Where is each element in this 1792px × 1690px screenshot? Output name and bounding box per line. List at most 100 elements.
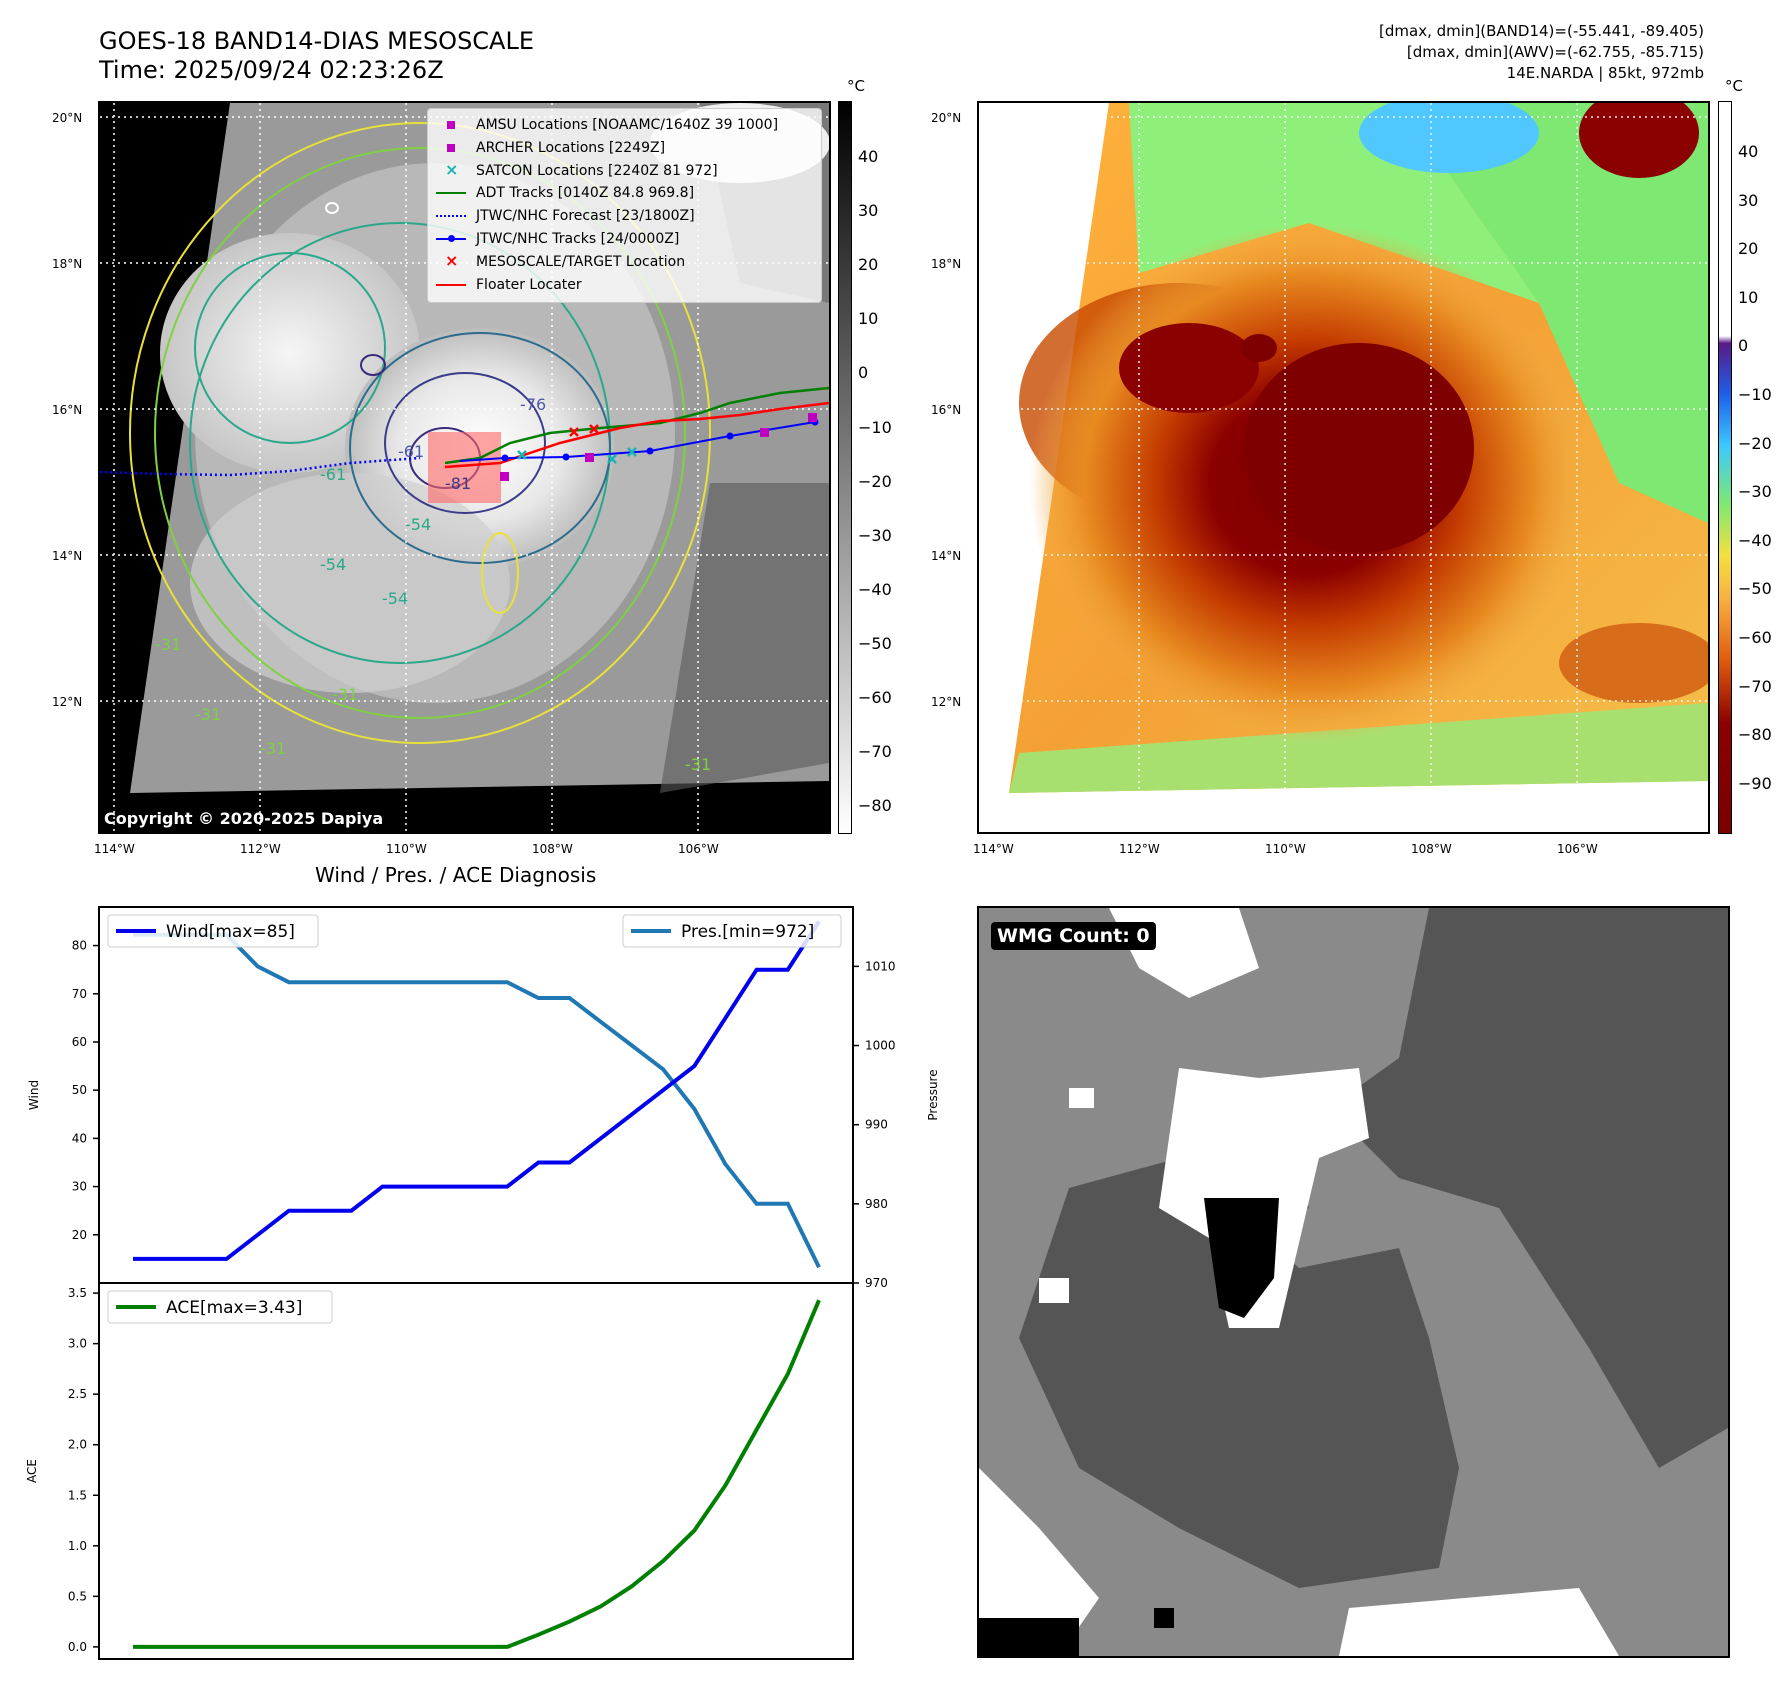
legend-entry: × MESOSCALE/TARGET Location bbox=[436, 250, 686, 272]
wmg-panel: WMG Count: 0 bbox=[977, 906, 1730, 1658]
legend-label: SATCON Locations [2240Z 81 972] bbox=[476, 162, 718, 179]
contour-label: -54 bbox=[320, 555, 346, 574]
lon-tick-label: 108°W bbox=[1411, 842, 1452, 856]
lon-tick-label: 110°W bbox=[1265, 842, 1306, 856]
colorbar-tick-label: −60 bbox=[1738, 628, 1772, 647]
wind-legend bbox=[107, 914, 319, 948]
lat-tick-label: 14°N bbox=[52, 549, 83, 563]
contour-label: -81 bbox=[445, 474, 471, 493]
ace-tick-label: 0.5 bbox=[68, 1589, 87, 1603]
colorbar-tick-label: −20 bbox=[858, 471, 892, 491]
colorbar-tick-label: 40 bbox=[1738, 142, 1759, 161]
lon-tick-label: 110°W bbox=[386, 842, 427, 856]
ace-axes bbox=[98, 1282, 854, 1660]
ace-axis-label: ACE bbox=[25, 1459, 39, 1483]
colorbar-tick-label: 40 bbox=[858, 147, 879, 166]
legend-entry: Floater Locater bbox=[436, 275, 582, 295]
stats-line-3: 14E.NARDA | 85kt, 972mb bbox=[1506, 64, 1704, 82]
stats-line-1: [dmax, dmin](BAND14)=(-55.441, -89.405) bbox=[1379, 22, 1704, 40]
legend-label: ADT Tracks [0140Z 84.8 969.8] bbox=[476, 185, 695, 202]
colorbar-tick-label: −80 bbox=[858, 796, 892, 816]
lat-tick-label: 20°N bbox=[52, 111, 83, 125]
ir-map-panel: -76 -61 -81 -54 -54 -54 -31 -31 -31 -31 … bbox=[98, 101, 831, 834]
legend-label: MESOSCALE/TARGET Location bbox=[476, 253, 686, 270]
ace-tick-label: 1.5 bbox=[68, 1488, 87, 1502]
legend-marker-icon: × bbox=[445, 159, 459, 179]
legend-label: ACE[max=3.43] bbox=[166, 1298, 302, 1318]
lat-tick-label: 18°N bbox=[931, 257, 962, 271]
legend-marker-icon bbox=[436, 210, 466, 222]
colorbar-tick-label: −40 bbox=[858, 579, 892, 599]
contour-label: -31 bbox=[195, 705, 221, 724]
legend-label: JTWC/NHC Forecast [23/1800Z] bbox=[476, 208, 695, 225]
wind-tick-label: 30 bbox=[72, 1180, 87, 1194]
legend-marker-icon bbox=[436, 142, 466, 154]
legend-label: Floater Locater bbox=[476, 276, 582, 293]
colorbar-tick-label: −90 bbox=[1738, 773, 1772, 793]
wv-colorbar bbox=[1718, 101, 1732, 834]
ace-legend bbox=[107, 1290, 333, 1324]
contour-label: -76 bbox=[520, 395, 546, 414]
colorbar-tick-label: −50 bbox=[1738, 579, 1772, 599]
pressure-tick-label: 1000 bbox=[865, 1039, 896, 1053]
wv-map-image bbox=[979, 103, 1708, 832]
ir-colorbar bbox=[838, 101, 852, 834]
lat-tick-label: 12°N bbox=[52, 695, 83, 709]
wind-tick-label: 80 bbox=[72, 939, 87, 953]
pressure-axis-label: Pressure bbox=[926, 1069, 940, 1120]
legend-marker-icon bbox=[436, 233, 466, 245]
lat-tick-label: 16°N bbox=[52, 403, 83, 417]
ace-tick-label: 2.5 bbox=[68, 1387, 87, 1401]
legend-entry: JTWC/NHC Forecast [23/1800Z] bbox=[436, 206, 695, 226]
lon-tick-label: 108°W bbox=[532, 842, 573, 856]
colorbar-tick-label: 0 bbox=[858, 363, 869, 383]
colorbar-tick-label: 20 bbox=[858, 255, 879, 275]
lat-tick-label: 16°N bbox=[931, 403, 962, 417]
lon-tick-label: 106°W bbox=[678, 842, 719, 856]
lat-tick-label: 18°N bbox=[52, 257, 83, 271]
figure-title: GOES-18 BAND14-DIAS MESOSCALE bbox=[99, 27, 535, 55]
ir-legend: AMSU Locations [NOAAMC/1640Z 39 1000] ARC… bbox=[427, 108, 822, 303]
contour-label: -31 bbox=[260, 739, 286, 758]
wmg-count-badge: WMG Count: 0 bbox=[991, 922, 1156, 950]
legend-marker-icon bbox=[436, 187, 466, 199]
legend-entry: ADT Tracks [0140Z 84.8 969.8] bbox=[436, 183, 694, 203]
wv-colorbar-unit: °C bbox=[1725, 77, 1743, 95]
diagnosis-title: Wind / Pres. / ACE Diagnosis bbox=[315, 863, 597, 887]
wind-tick-label: 40 bbox=[72, 1131, 87, 1145]
ace-tick-label: 3.0 bbox=[68, 1337, 87, 1351]
wind-tick-label: 70 bbox=[72, 987, 87, 1001]
legend-label: AMSU Locations [NOAAMC/1640Z 39 1000] bbox=[476, 117, 779, 133]
legend-marker-icon bbox=[436, 119, 466, 131]
colorbar-tick-label: −70 bbox=[1738, 676, 1772, 696]
stats-line-2: [dmax, dmin](AWV)=(-62.755, -85.715) bbox=[1406, 43, 1704, 61]
wind-tick-label: 60 bbox=[72, 1035, 87, 1049]
pressure-legend bbox=[622, 914, 842, 948]
colorbar-tick-label: −40 bbox=[1738, 530, 1772, 550]
colorbar-tick-label: −10 bbox=[858, 417, 892, 437]
legend-entry: AMSU Locations [NOAAMC/1640Z 39 1000] bbox=[436, 115, 778, 135]
legend-entry: × SATCON Locations [2240Z 81 972] bbox=[436, 159, 718, 181]
pressure-tick-label: 1010 bbox=[865, 959, 896, 973]
copyright-text: Copyright © 2020-2025 Dapiya bbox=[104, 809, 384, 828]
colorbar-tick-label: 0 bbox=[1738, 336, 1749, 356]
pressure-tick-label: 970 bbox=[865, 1276, 888, 1290]
legend-label: JTWC/NHC Tracks [24/0000Z] bbox=[476, 231, 680, 247]
pressure-series-line bbox=[133, 932, 821, 1269]
colorbar-tick-label: 10 bbox=[858, 309, 879, 329]
contour-label: -61 bbox=[320, 465, 346, 484]
ace-tick-label: 1.0 bbox=[68, 1539, 87, 1553]
legend-marker-icon: × bbox=[445, 250, 459, 270]
legend-entry: JTWC/NHC Tracks [24/0000Z] bbox=[436, 229, 679, 249]
legend-label: Pres.[min=972] bbox=[681, 922, 814, 942]
ace-tick-label: 0.0 bbox=[68, 1640, 87, 1654]
figure-time: Time: 2025/09/24 02:23:26Z bbox=[99, 56, 444, 84]
lat-tick-label: 20°N bbox=[931, 111, 962, 125]
lon-tick-label: 112°W bbox=[1119, 842, 1160, 856]
wind-axis-label: Wind bbox=[27, 1080, 41, 1110]
legend-label: Wind[max=85] bbox=[166, 922, 295, 942]
colorbar-tick-label: −20 bbox=[1738, 433, 1772, 453]
colorbar-tick-label: −30 bbox=[858, 525, 892, 545]
pressure-tick-label: 990 bbox=[865, 1118, 888, 1132]
